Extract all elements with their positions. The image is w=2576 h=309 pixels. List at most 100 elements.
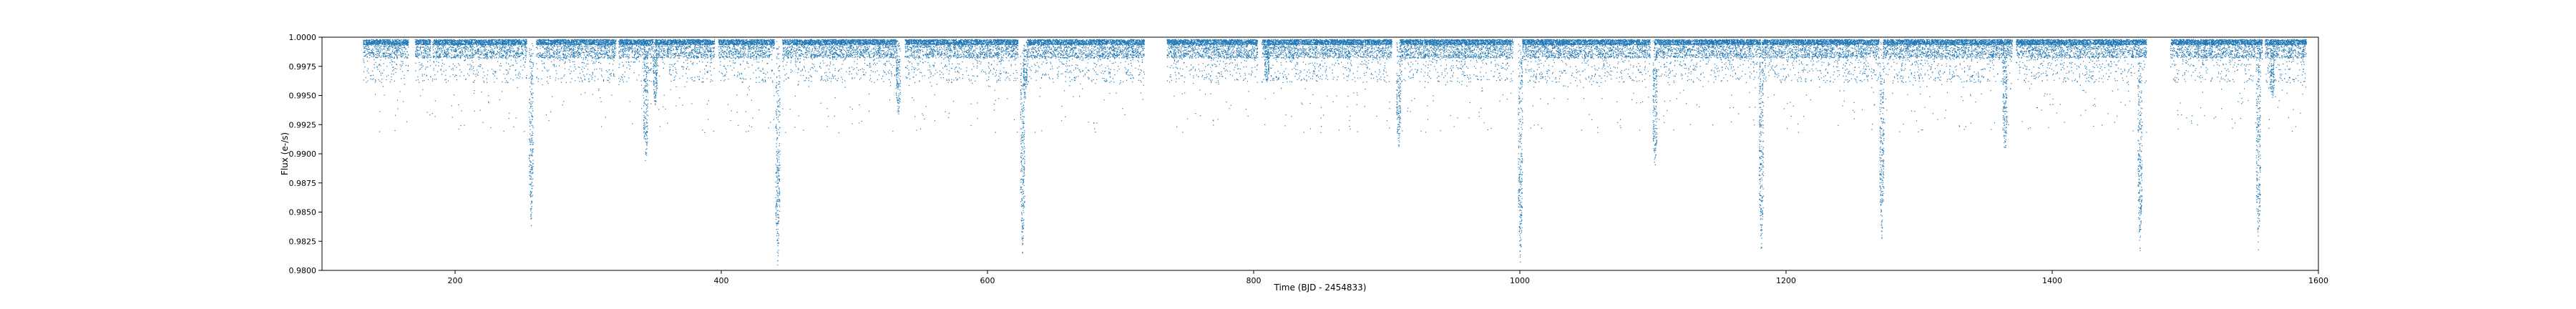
data-point: [550, 40, 552, 41]
data-point: [398, 46, 399, 47]
data-point: [614, 41, 615, 43]
data-point: [502, 57, 504, 59]
data-point: [402, 63, 404, 64]
data-point: [496, 57, 497, 59]
data-point: [424, 49, 426, 51]
data-point: [424, 53, 426, 54]
data-point: [507, 42, 509, 44]
data-point: [417, 39, 419, 41]
data-point: [372, 54, 374, 55]
data-point: [577, 57, 579, 59]
data-point: [555, 70, 557, 72]
data-point: [421, 63, 423, 64]
data-point: [590, 41, 592, 44]
data-point: [420, 51, 421, 52]
data-point: [464, 51, 466, 52]
data-point: [429, 49, 431, 51]
data-point: [499, 46, 501, 48]
data-point: [444, 41, 446, 43]
data-point: [607, 44, 608, 46]
data-point: [512, 64, 514, 66]
data-point: [472, 39, 473, 41]
data-point: [482, 41, 483, 43]
data-point: [378, 54, 379, 56]
data-point: [601, 70, 602, 72]
data-point: [557, 50, 558, 52]
data-point: [462, 51, 464, 52]
data-point: [467, 47, 469, 49]
data-point: [369, 43, 371, 44]
data-point: [574, 42, 575, 44]
data-point: [368, 72, 369, 74]
data-point: [494, 48, 495, 49]
data-point: [441, 52, 442, 54]
data-point: [523, 64, 525, 66]
data-point: [548, 49, 550, 50]
data-point: [567, 42, 569, 44]
data-point: [600, 41, 601, 42]
data-point: [419, 39, 421, 41]
data-point: [391, 50, 394, 52]
data-point: [369, 39, 371, 41]
data-point: [391, 57, 393, 59]
data-point: [462, 44, 463, 46]
data-point: [494, 72, 496, 74]
data-point: [446, 39, 447, 41]
data-point: [495, 39, 497, 40]
data-point: [505, 57, 507, 58]
data-point: [445, 40, 447, 41]
data-point: [602, 79, 605, 82]
data-point: [512, 48, 514, 49]
data-point: [426, 41, 428, 43]
data-point: [451, 43, 452, 44]
data-point: [367, 40, 369, 41]
data-point: [458, 41, 459, 42]
data-point: [387, 39, 389, 41]
data-point: [611, 39, 613, 41]
data-point: [537, 39, 540, 41]
data-point: [366, 50, 368, 52]
data-point: [565, 46, 567, 47]
data-point: [637, 52, 638, 54]
data-point: [387, 42, 389, 44]
data-point: [560, 50, 562, 52]
data-point: [373, 49, 374, 51]
data-point: [391, 46, 393, 48]
data-point: [417, 40, 419, 41]
data-point: [553, 59, 555, 61]
data-point: [613, 42, 615, 44]
data-point: [472, 68, 474, 69]
data-point: [426, 44, 428, 46]
data-point: [551, 39, 552, 41]
data-point: [429, 59, 431, 61]
data-point: [548, 69, 550, 71]
data-point: [498, 57, 499, 59]
data-point: [442, 42, 444, 44]
data-point: [504, 46, 506, 48]
data-point: [537, 55, 539, 57]
data-point: [445, 55, 447, 57]
data-point: [547, 51, 549, 52]
data-point: [505, 42, 507, 44]
data-point: [552, 56, 553, 57]
data-point: [379, 41, 381, 44]
data-point: [429, 65, 431, 67]
data-point: [403, 44, 404, 46]
data-point: [509, 39, 512, 41]
data-point: [371, 79, 373, 80]
data-point: [477, 52, 479, 54]
data-point: [399, 44, 401, 46]
data-point: [387, 39, 389, 40]
data-point: [461, 41, 462, 43]
data-point: [482, 41, 483, 42]
data-point: [386, 39, 387, 40]
data-point: [442, 39, 444, 41]
data-point: [492, 49, 494, 51]
data-point: [365, 50, 366, 52]
data-point: [513, 41, 514, 42]
data-point: [386, 41, 388, 43]
data-point: [509, 39, 510, 41]
data-point: [563, 57, 565, 59]
data-point: [416, 49, 417, 51]
data-point: [444, 79, 446, 81]
